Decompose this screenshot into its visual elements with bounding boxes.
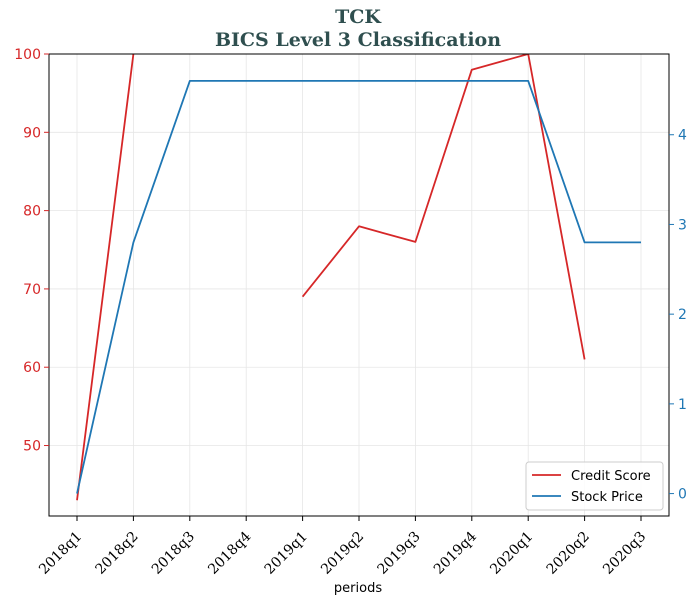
chart-subtitle: BICS Level 3 Classification: [215, 29, 501, 51]
x-tick-label: 2020q3: [600, 529, 649, 578]
right-y-tick-label: 4: [678, 128, 687, 144]
right-y-tick-label: 3: [678, 217, 687, 233]
right-y-tick-label: 0: [678, 487, 687, 503]
x-tick-label: 2020q1: [487, 529, 536, 578]
x-tick-label: 2019q2: [318, 529, 367, 578]
x-axis-label: periods: [334, 581, 382, 596]
left-y-tick-label: 70: [23, 282, 41, 298]
legend-label: Stock Price: [571, 490, 643, 505]
x-tick-label: 2019q1: [262, 529, 311, 578]
x-tick-label: 2018q3: [149, 529, 198, 578]
left-y-tick-label: 50: [23, 439, 41, 455]
left-y-tick-label: 100: [14, 47, 41, 63]
x-tick-label: 2020q2: [544, 529, 593, 578]
x-tick-label: 2018q4: [205, 529, 254, 578]
chart-title: TCK: [335, 6, 382, 28]
right-y-tick-label: 2: [678, 307, 687, 323]
left-y-tick-label: 60: [23, 360, 41, 376]
x-tick-label: 2018q1: [36, 529, 85, 578]
x-tick-label: 2019q3: [374, 529, 423, 578]
series-line-stock-price: [76, 80, 641, 494]
legend-label: Credit Score: [571, 469, 651, 484]
grid: [49, 53, 669, 516]
x-tick-label: 2018q2: [92, 529, 141, 578]
series-line-credit-score: [76, 54, 586, 501]
legend: Credit Score Stock Price: [525, 461, 664, 511]
series-layer: [76, 54, 641, 501]
x-tick-label: 2019q4: [431, 529, 480, 578]
right-y-tick-label: 1: [678, 397, 687, 413]
left-y-tick-label: 90: [23, 125, 41, 141]
legend-box: [525, 461, 664, 511]
left-y-tick-label: 80: [23, 204, 41, 220]
